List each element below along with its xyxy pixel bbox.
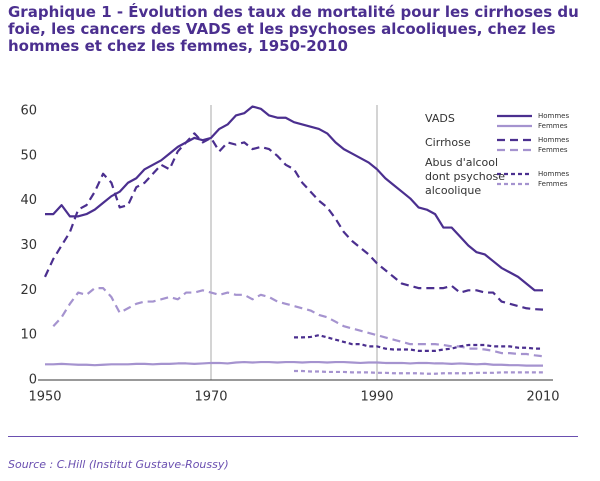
- legend-group-label: Abus d'alcool dont psychose alcoolique: [425, 156, 505, 197]
- y-tick-label: 50: [20, 148, 37, 163]
- y-tick-label: 40: [20, 193, 37, 208]
- y-tick-label: 0: [29, 373, 37, 388]
- y-tick-label: 60: [20, 104, 37, 119]
- legend-label: Hommes: [538, 136, 569, 144]
- y-tick-label: 30: [20, 238, 37, 253]
- x-tick-label: 1950: [28, 390, 61, 405]
- legend-label: Femmes: [538, 146, 568, 154]
- rule: [8, 436, 578, 437]
- y-tick-label: 10: [20, 328, 37, 343]
- legend-label: Femmes: [538, 180, 568, 188]
- legend-group-label: Cirrhose: [425, 136, 471, 149]
- series-line: [45, 360, 543, 367]
- x-tick-label: 2010: [526, 390, 559, 405]
- legend-label: Femmes: [538, 122, 568, 130]
- source: Source : C.Hill (Institut Gustave-Roussy…: [8, 458, 229, 471]
- chart-title: Graphique 1 - Évolution des taux de mort…: [8, 3, 579, 55]
- legend-label: Hommes: [538, 170, 569, 178]
- legend-label: Hommes: [538, 112, 569, 120]
- legend-group-label: VADS: [425, 112, 455, 125]
- series-line: [45, 105, 543, 292]
- series-line: [294, 334, 543, 352]
- series-line: [294, 369, 543, 375]
- y-tick-label: 20: [20, 283, 37, 298]
- x-tick-label: 1970: [194, 390, 227, 405]
- x-tick-label: 1990: [360, 390, 393, 405]
